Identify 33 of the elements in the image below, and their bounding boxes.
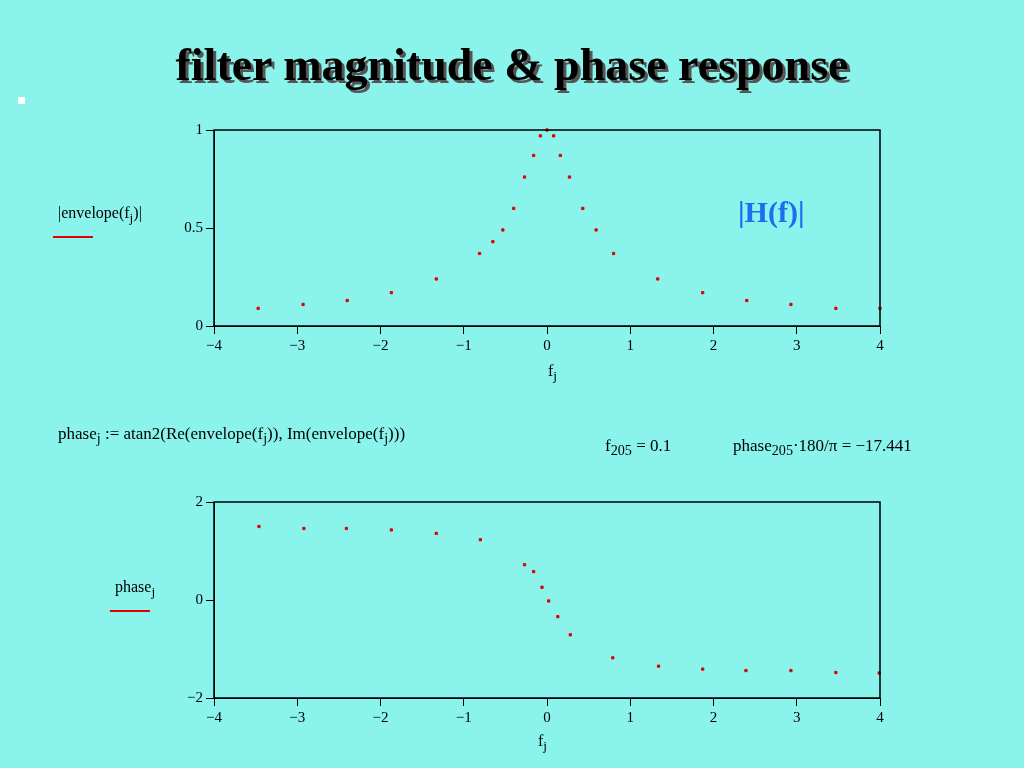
y-tick-label: −2 xyxy=(187,688,203,705)
y-tick-label: 0 xyxy=(195,590,203,607)
x-axis-title: f$_{j}$ xyxy=(548,362,558,385)
x-tick-label: −4 xyxy=(206,708,223,725)
x-tick-label: 3 xyxy=(793,336,801,353)
text: phase$_{j}$ := atan2(Re(envelope(f$_{j}$)), Im(envelope(f$_{j}$))) xyxy=(58,424,406,448)
x-tick-label: 0 xyxy=(543,336,551,353)
x-tick-label: −1 xyxy=(455,336,472,353)
annotation: |H(f)| xyxy=(738,195,805,229)
x-tick-label: −2 xyxy=(372,708,389,725)
x-tick-label: −2 xyxy=(372,336,389,353)
x-tick-label: −3 xyxy=(289,336,306,353)
x-tick-label: −4 xyxy=(206,336,223,353)
chart-title: filter magnitude & phase response xyxy=(174,38,850,91)
x-tick-label: 2 xyxy=(709,708,718,725)
y-axis-title: phase$_{j}$ xyxy=(115,578,156,601)
x-tick-label: −1 xyxy=(455,708,472,725)
text: f$_{205}$ = 0.1 xyxy=(605,436,672,460)
x-tick-label: 4 xyxy=(876,708,885,725)
y-tick-label: 2 xyxy=(195,492,203,509)
x-tick-label: 1 xyxy=(626,336,634,353)
text: phase$_{205}$·180/π = −17.441 xyxy=(733,436,912,460)
x-tick-label: 2 xyxy=(709,336,718,353)
x-tick-label: 0 xyxy=(543,708,551,725)
x-tick-label: 3 xyxy=(793,708,801,725)
x-tick-label: 1 xyxy=(626,708,634,725)
y-tick-label: 0.5 xyxy=(184,218,203,235)
x-tick-label: −3 xyxy=(289,708,306,725)
y-tick-label: 0 xyxy=(195,316,203,333)
y-tick-label: 1 xyxy=(195,120,203,137)
x-axis-title: f$_{j}$ xyxy=(538,732,548,755)
y-axis-title: |envelope(f$_{j}$)| xyxy=(58,204,142,227)
x-tick-label: 4 xyxy=(876,336,885,353)
